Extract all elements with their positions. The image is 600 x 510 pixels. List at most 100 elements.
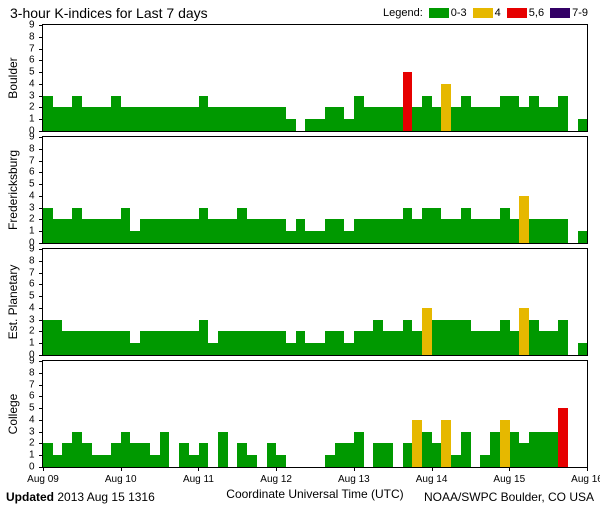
bar [43,208,53,243]
ytick-label: 5 [29,179,35,190]
bar [451,455,461,467]
xtick-mark [121,467,122,471]
bar [344,343,354,355]
legend-range: 7-9 [572,7,588,19]
bar [539,107,549,131]
bar [461,208,471,243]
bar [441,320,451,355]
bar [121,432,131,467]
ytick-label: 2 [29,102,35,113]
bar [179,219,189,243]
bar [373,443,383,467]
xtick-mark [587,467,588,471]
bar [247,455,257,467]
bar [305,119,315,131]
bar [461,96,471,131]
bar [364,107,374,131]
bar [286,231,296,243]
bar [111,443,121,467]
bar [335,331,345,355]
ytick-label: 7 [29,43,35,54]
bar [471,107,481,131]
bar [471,219,481,243]
bar [364,219,374,243]
bar [286,343,296,355]
ytick-label: 3 [29,314,35,325]
bar [383,219,393,243]
bar [335,443,345,467]
footer-updated: Updated 2013 Aug 15 1316 [6,490,155,504]
bar [344,231,354,243]
chart-panel: College0123456789Aug 09Aug 10Aug 11Aug 1… [42,360,588,468]
bar [529,219,539,243]
bar [276,219,286,243]
bar [490,331,500,355]
ytick-label: 7 [29,155,35,166]
bar [412,420,422,467]
bar [432,208,442,243]
xtick-mark [198,467,199,471]
bar [140,219,150,243]
bar [92,107,102,131]
bar [160,219,170,243]
bar [461,320,471,355]
bar [432,107,442,131]
ytick-label: 6 [29,167,35,178]
bar [305,343,315,355]
ytick-mark [39,243,43,244]
ytick-label: 5 [29,291,35,302]
xtick-label: Aug 15 [493,474,525,485]
ytick-label: 9 [29,244,35,255]
bar [111,331,121,355]
bar [237,443,247,467]
bar [510,219,520,243]
ytick-label: 9 [29,356,35,367]
bar [121,107,131,131]
bar [140,107,150,131]
chart-panel: Fredericksburg0123456789 [42,136,588,244]
panel-ylabel: Est. Planetary [6,265,20,340]
ytick-label: 4 [29,414,35,425]
panel-ylabel: College [6,394,20,435]
bar [218,107,228,131]
bar [160,432,170,467]
bar [500,96,510,131]
bar [412,107,422,131]
bar [179,107,189,131]
bar [267,331,277,355]
bar [140,331,150,355]
legend-range: 0-3 [451,7,467,19]
bar [179,443,189,467]
bar [101,219,111,243]
ytick-label: 8 [29,255,35,266]
bar [471,331,481,355]
ytick-label: 3 [29,202,35,213]
bar [199,443,209,467]
bar [529,432,539,467]
bar [451,107,461,131]
bar [189,331,199,355]
bar [121,331,131,355]
xtick-label: Aug 14 [416,474,448,485]
bar [383,443,393,467]
legend-swatch [429,8,449,18]
bar [373,219,383,243]
bar-group [43,137,587,243]
bar [72,96,82,131]
ytick-label: 5 [29,403,35,414]
bar [305,231,315,243]
bar [130,107,140,131]
legend-item: 4 [473,7,501,19]
bar [111,219,121,243]
bar [403,72,413,131]
bar [169,219,179,243]
bar [296,219,306,243]
bar [82,107,92,131]
bar [422,96,432,131]
bar [53,219,63,243]
ytick-label: 7 [29,267,35,278]
bar [558,408,568,467]
ytick-label: 8 [29,367,35,378]
bar [237,208,247,243]
xtick-mark [354,467,355,471]
